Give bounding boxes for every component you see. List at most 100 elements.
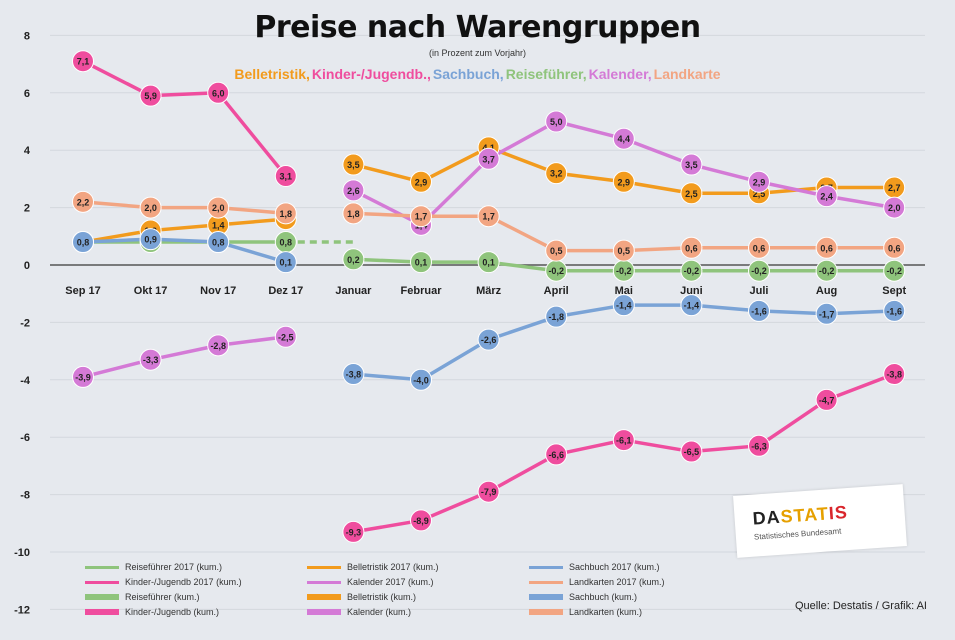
data-label: 1,7 xyxy=(482,212,495,222)
legend-label: Reiseführer 2017 (kum.) xyxy=(125,562,223,572)
y-tick-label: -8 xyxy=(20,490,30,502)
data-point xyxy=(207,334,230,357)
data-label: -3,9 xyxy=(75,372,91,382)
legend-label: Sachbuch (kum.) xyxy=(569,592,638,602)
data-label: 2,5 xyxy=(685,189,698,199)
data-label: 3,2 xyxy=(550,169,563,179)
data-point xyxy=(612,170,635,193)
data-point xyxy=(545,110,568,133)
data-label: 0,1 xyxy=(280,258,293,268)
data-point xyxy=(139,196,162,219)
data-label: 2,6 xyxy=(347,186,360,196)
data-label: 7,1 xyxy=(77,57,90,67)
data-point xyxy=(342,179,365,202)
data-point xyxy=(139,228,162,251)
data-point xyxy=(139,348,162,371)
legend-swatch xyxy=(307,580,341,584)
data-point xyxy=(342,520,365,543)
y-tick-label: 6 xyxy=(24,88,30,100)
y-tick-labels: 8 6 4 2 0 -2 -4 -6 -8 -10 -12 xyxy=(14,30,31,616)
logo-tagline: Statistisches Bundesamt xyxy=(753,526,842,542)
legend-item: Kalender 2017 (kum.) xyxy=(307,575,434,589)
y-tick-label: 4 xyxy=(24,145,31,157)
data-point xyxy=(342,202,365,225)
data-label: -0,2 xyxy=(548,266,564,276)
data-label: -4,0 xyxy=(413,375,429,385)
header-legend: Belletristik, Kinder-/Jugendb., Sachbuch, R… xyxy=(0,66,955,82)
data-point xyxy=(72,190,94,213)
data-point xyxy=(207,81,230,104)
data-label: -1,7 xyxy=(819,309,835,319)
data-label: 3,5 xyxy=(347,160,360,170)
data-point xyxy=(207,196,230,219)
data-label: 2,9 xyxy=(618,177,631,187)
legend-swatch xyxy=(529,580,563,584)
data-label: -1,4 xyxy=(684,301,700,311)
logo-text-a: DA xyxy=(751,506,782,529)
x-tick-label: Dez 17 xyxy=(268,285,303,297)
header-legend-item: Belletristik, xyxy=(234,66,310,82)
data-label: 0,2 xyxy=(347,255,360,265)
data-label: 1,7 xyxy=(415,212,428,222)
x-tick-label: Sep 17 xyxy=(65,285,100,297)
y-tick-label: 2 xyxy=(24,203,30,215)
x-tick-label: Okt 17 xyxy=(134,285,168,297)
chart-title: Preise nach Warengruppen xyxy=(254,10,701,45)
data-point xyxy=(545,239,568,262)
legend-item: Reiseführer (kum.) xyxy=(85,590,200,604)
x-tick-label: Sept xyxy=(882,285,906,297)
data-label: 4,4 xyxy=(618,134,631,144)
data-label: 0,6 xyxy=(888,243,901,253)
legend-swatch xyxy=(529,609,563,615)
header-legend-item: Kalender, xyxy=(588,66,652,82)
legend-swatch xyxy=(307,594,341,600)
data-point xyxy=(410,509,432,532)
data-label: -0,2 xyxy=(751,266,767,276)
data-label: -9,3 xyxy=(346,527,362,537)
data-point xyxy=(207,231,230,254)
data-point xyxy=(612,127,635,150)
data-label: 1,4 xyxy=(212,220,225,230)
data-label: 5,0 xyxy=(550,117,563,127)
data-point xyxy=(815,185,838,208)
x-tick-label: Nov 17 xyxy=(200,285,236,297)
legend-label: Kalender (kum.) xyxy=(347,607,412,617)
data-point xyxy=(883,259,906,282)
data-point xyxy=(342,248,365,271)
x-tick-labels: Sep 17 Okt 17 Nov 17 Dez 17 Januar Februar Mär… xyxy=(65,285,906,297)
data-label: -0,2 xyxy=(886,266,902,276)
data-point xyxy=(680,259,703,282)
data-point xyxy=(815,259,838,282)
data-label: 0,9 xyxy=(144,235,157,245)
data-label: 2,4 xyxy=(820,192,833,202)
data-label: 3,1 xyxy=(280,172,293,182)
legend-swatch xyxy=(85,565,119,569)
data-point xyxy=(680,440,703,463)
data-point xyxy=(815,302,838,325)
destatis-logo: DASTATIS Statistisches Bundesamt xyxy=(733,484,907,558)
data-label: -3,8 xyxy=(886,370,902,380)
data-point xyxy=(815,236,838,259)
legend-label: Reiseführer (kum.) xyxy=(125,592,200,602)
legend-item: Landkarten (kum.) xyxy=(529,605,642,619)
data-label: 2,0 xyxy=(888,203,901,213)
data-point xyxy=(342,153,365,176)
data-point xyxy=(274,165,297,188)
header-legend-item: Reiseführer, xyxy=(505,66,587,82)
data-label: -2,8 xyxy=(210,341,226,351)
legend-item: Kinder-/Jugendb (kum.) xyxy=(85,605,219,619)
logo-text-b: STAT xyxy=(779,503,830,527)
data-point xyxy=(545,162,568,185)
data-label: 0,6 xyxy=(820,243,833,253)
data-label: 0,6 xyxy=(685,243,698,253)
y-tick-label: -2 xyxy=(20,317,30,329)
data-label: 2,9 xyxy=(415,177,428,187)
legend-item: Belletristik 2017 (kum.) xyxy=(307,560,439,574)
header-legend-item: Kinder-/Jugendb., xyxy=(311,66,431,82)
data-point xyxy=(477,205,500,228)
legend-swatch xyxy=(85,580,119,584)
data-label: 2,2 xyxy=(77,197,90,207)
data-label: 2,5 xyxy=(753,189,766,199)
